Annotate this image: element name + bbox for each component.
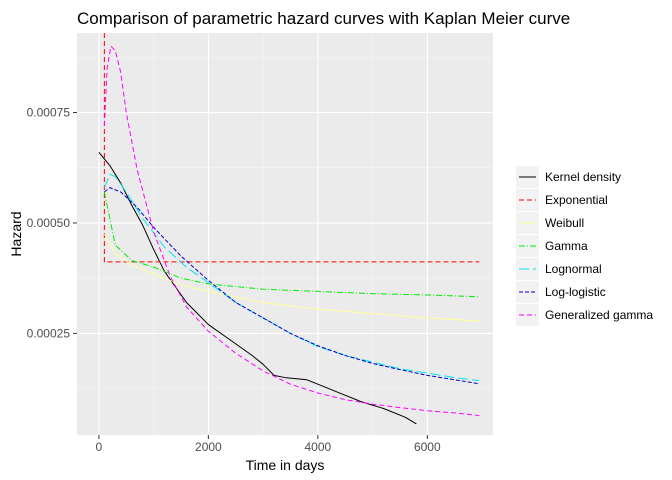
plot-panel xyxy=(77,33,493,435)
series-line-generalized-gamma xyxy=(103,45,480,417)
y-tick-label: 0.00025 xyxy=(27,326,71,340)
legend: Kernel density Exponential Weibull Gamma Log… xyxy=(516,166,653,326)
series-line-log-logistic xyxy=(104,187,480,385)
legend-label-gamma: Gamma xyxy=(545,239,588,253)
grid-minor xyxy=(77,33,493,435)
series-line-gamma xyxy=(103,191,480,298)
grid-major xyxy=(77,33,493,435)
x-axis-title: Time in days xyxy=(246,457,325,473)
x-tick-label: 2000 xyxy=(195,440,222,454)
y-axis: 0.00025 0.00050 0.00075 xyxy=(27,106,77,340)
x-tick-label: 6000 xyxy=(414,440,441,454)
x-tick-label: 0 xyxy=(96,440,103,454)
series-layer xyxy=(98,33,480,425)
legend-label-kernel-density: Kernel density xyxy=(545,170,621,184)
x-axis: 0 2000 4000 6000 xyxy=(96,435,441,454)
series-line-exponential xyxy=(103,33,480,263)
legend-label-weibull: Weibull xyxy=(545,216,584,230)
series-line-weibull xyxy=(103,233,480,322)
x-tick-label: 4000 xyxy=(304,440,331,454)
legend-label-log-logistic: Log-logistic xyxy=(545,285,606,299)
series-line-kernel-density xyxy=(98,151,417,425)
legend-label-exponential: Exponential xyxy=(545,193,608,207)
y-axis-title: Hazard xyxy=(8,211,24,256)
legend-label-lognormal: Lognormal xyxy=(545,262,602,276)
y-tick-label: 0.00075 xyxy=(27,106,71,120)
legend-label-generalized-gamma: Generalized gamma xyxy=(545,308,653,322)
chart-title: Comparison of parametric hazard curves w… xyxy=(77,9,570,28)
y-tick-label: 0.00050 xyxy=(27,216,71,230)
